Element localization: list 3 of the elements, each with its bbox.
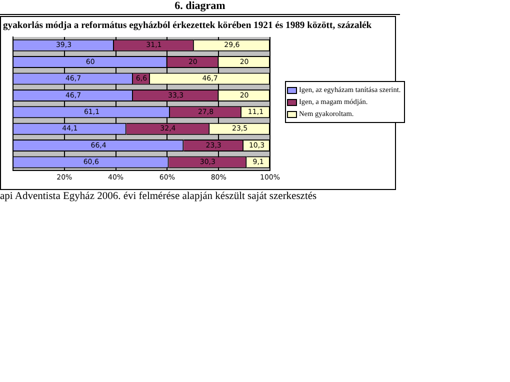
chart-subtitle: 6. diagram xyxy=(0,0,400,15)
chart-title: gyakorlás módja a református egyházból érkezettek körében 1921 és 1989 között, százalék xyxy=(3,20,372,31)
text: api Adventista Egyház 2006. évi felmérése alapján készült saját szerkesztés xyxy=(0,191,317,202)
